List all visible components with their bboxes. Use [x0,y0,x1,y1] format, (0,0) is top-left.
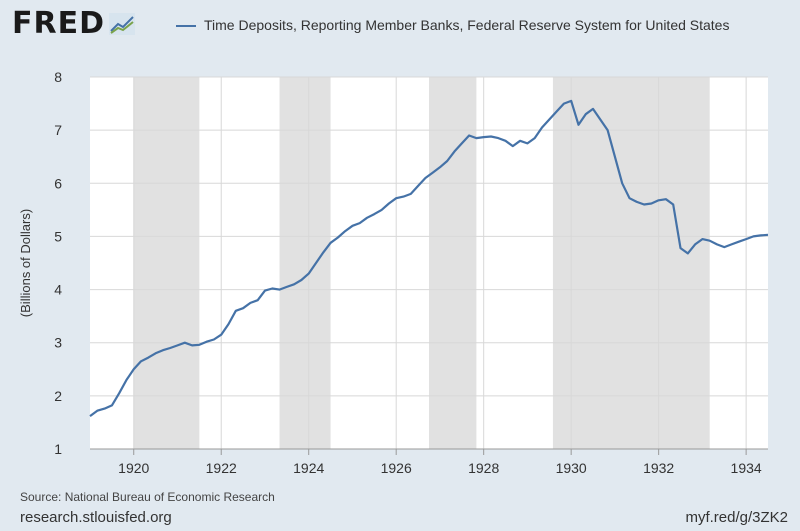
y-tick-label: 4 [54,282,62,298]
y-tick-label: 8 [54,69,62,85]
x-tick-label: 1930 [556,460,587,476]
y-tick-label: 6 [54,175,62,191]
x-tick-label: 1928 [468,460,499,476]
x-tick-label: 1924 [293,460,324,476]
recession-band [552,77,710,449]
y-axis: 1 2 3 4 5 6 7 8 [54,69,62,457]
trend-graph-icon [109,12,135,35]
y-axis-label: (Billions of Dollars) [18,209,33,317]
legend-series-name: Time Deposits, Reporting Member Banks, F… [204,17,730,33]
source-link[interactable]: research.stlouisfed.org [20,509,172,526]
x-tick-label: 1922 [206,460,237,476]
x-tick-label: 1920 [118,460,149,476]
y-tick-label: 5 [54,228,62,244]
y-tick-label: 7 [54,122,62,138]
recession-band [279,77,331,449]
fred-logo[interactable]: FRED [12,6,135,41]
series-layer [89,99,769,417]
chart-legend: Time Deposits, Reporting Member Banks, F… [176,16,756,35]
y-tick-label: 1 [54,441,62,457]
legend-swatch [176,25,196,27]
recession-bands [133,77,710,449]
recession-band [133,77,200,449]
x-tick-label: 1926 [381,460,412,476]
y-tick-label: 2 [54,388,62,404]
x-axis: 1920 1922 1924 1926 1928 1930 1932 1934 [90,448,768,476]
logo-text: FRED [12,6,105,41]
recession-band [429,77,477,449]
short-link[interactable]: myf.red/g/3ZK2 [685,509,788,526]
x-tick-label: 1934 [731,460,762,476]
y-tick-label: 3 [54,335,62,351]
series-line [89,99,769,417]
source-note: Source: National Bureau of Economic Rese… [20,490,275,504]
x-tick-label: 1932 [643,460,674,476]
